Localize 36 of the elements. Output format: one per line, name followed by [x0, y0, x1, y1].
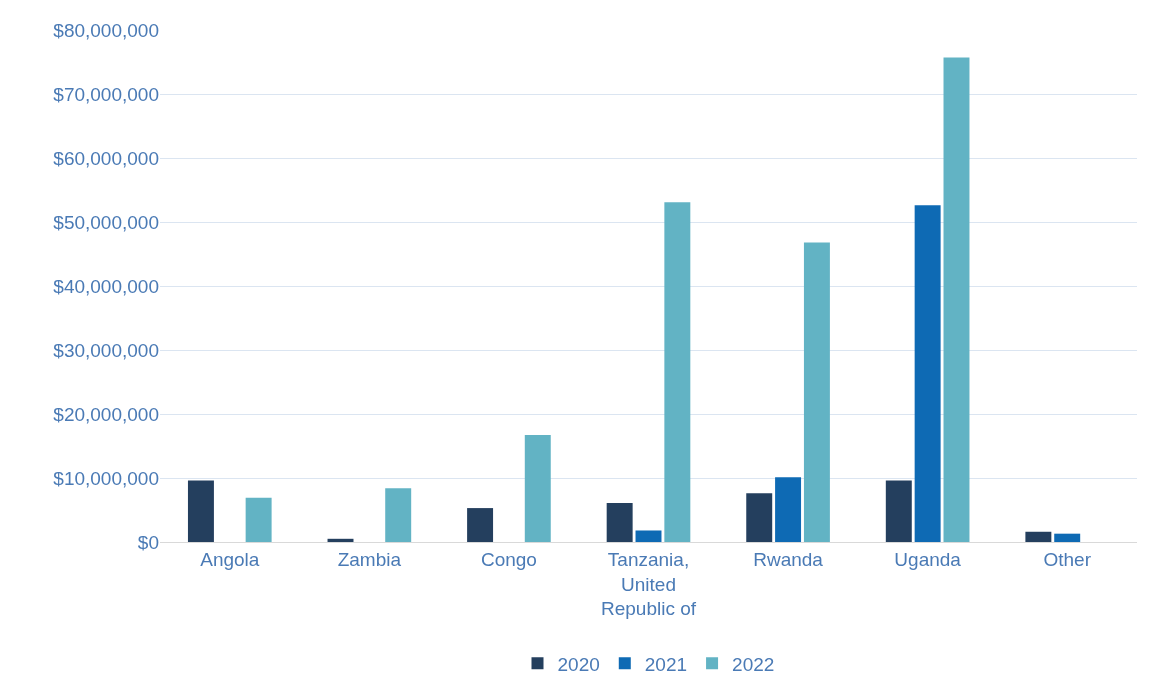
bar: [606, 502, 633, 542]
y-tick-label: $10,000,000: [53, 467, 159, 489]
bar: [775, 477, 802, 542]
x-tick-label: Rwanda: [753, 548, 824, 570]
bar: [385, 488, 412, 542]
legend-label: 2022: [732, 653, 775, 675]
bar: [327, 538, 354, 542]
legend-label: 2020: [557, 653, 600, 675]
bar: [467, 508, 494, 542]
bar: [524, 435, 551, 542]
x-tick-label: Zambia: [337, 548, 402, 570]
bar: [1025, 531, 1052, 542]
bar: [187, 480, 214, 542]
legend-label: 2021: [644, 653, 688, 675]
bar: [245, 497, 272, 542]
y-tick-label: $0: [137, 531, 159, 553]
bar: [885, 480, 912, 542]
bar: [746, 493, 773, 542]
x-tick-label: Other: [1043, 548, 1092, 570]
x-tick-label: Congo: [480, 548, 537, 570]
x-tick-label: Angola: [200, 548, 260, 570]
bar: [1054, 533, 1081, 542]
x-tick-label: Uganda: [894, 548, 962, 570]
y-tick-label: $30,000,000: [53, 339, 159, 361]
bar: [803, 242, 830, 542]
y-tick-label: $40,000,000: [53, 275, 159, 297]
y-tick-label: $60,000,000: [53, 147, 159, 169]
y-tick-label: $80,000,000: [53, 19, 159, 41]
y-tick-label: $50,000,000: [53, 211, 159, 233]
bar: [664, 202, 691, 542]
bar: [635, 530, 662, 542]
bar: [914, 205, 941, 542]
bar: [943, 57, 970, 542]
x-tick-label: Tanzania, United Republic of: [600, 548, 697, 620]
y-tick-label: $20,000,000: [53, 403, 159, 425]
y-tick-label: $70,000,000: [53, 83, 159, 105]
